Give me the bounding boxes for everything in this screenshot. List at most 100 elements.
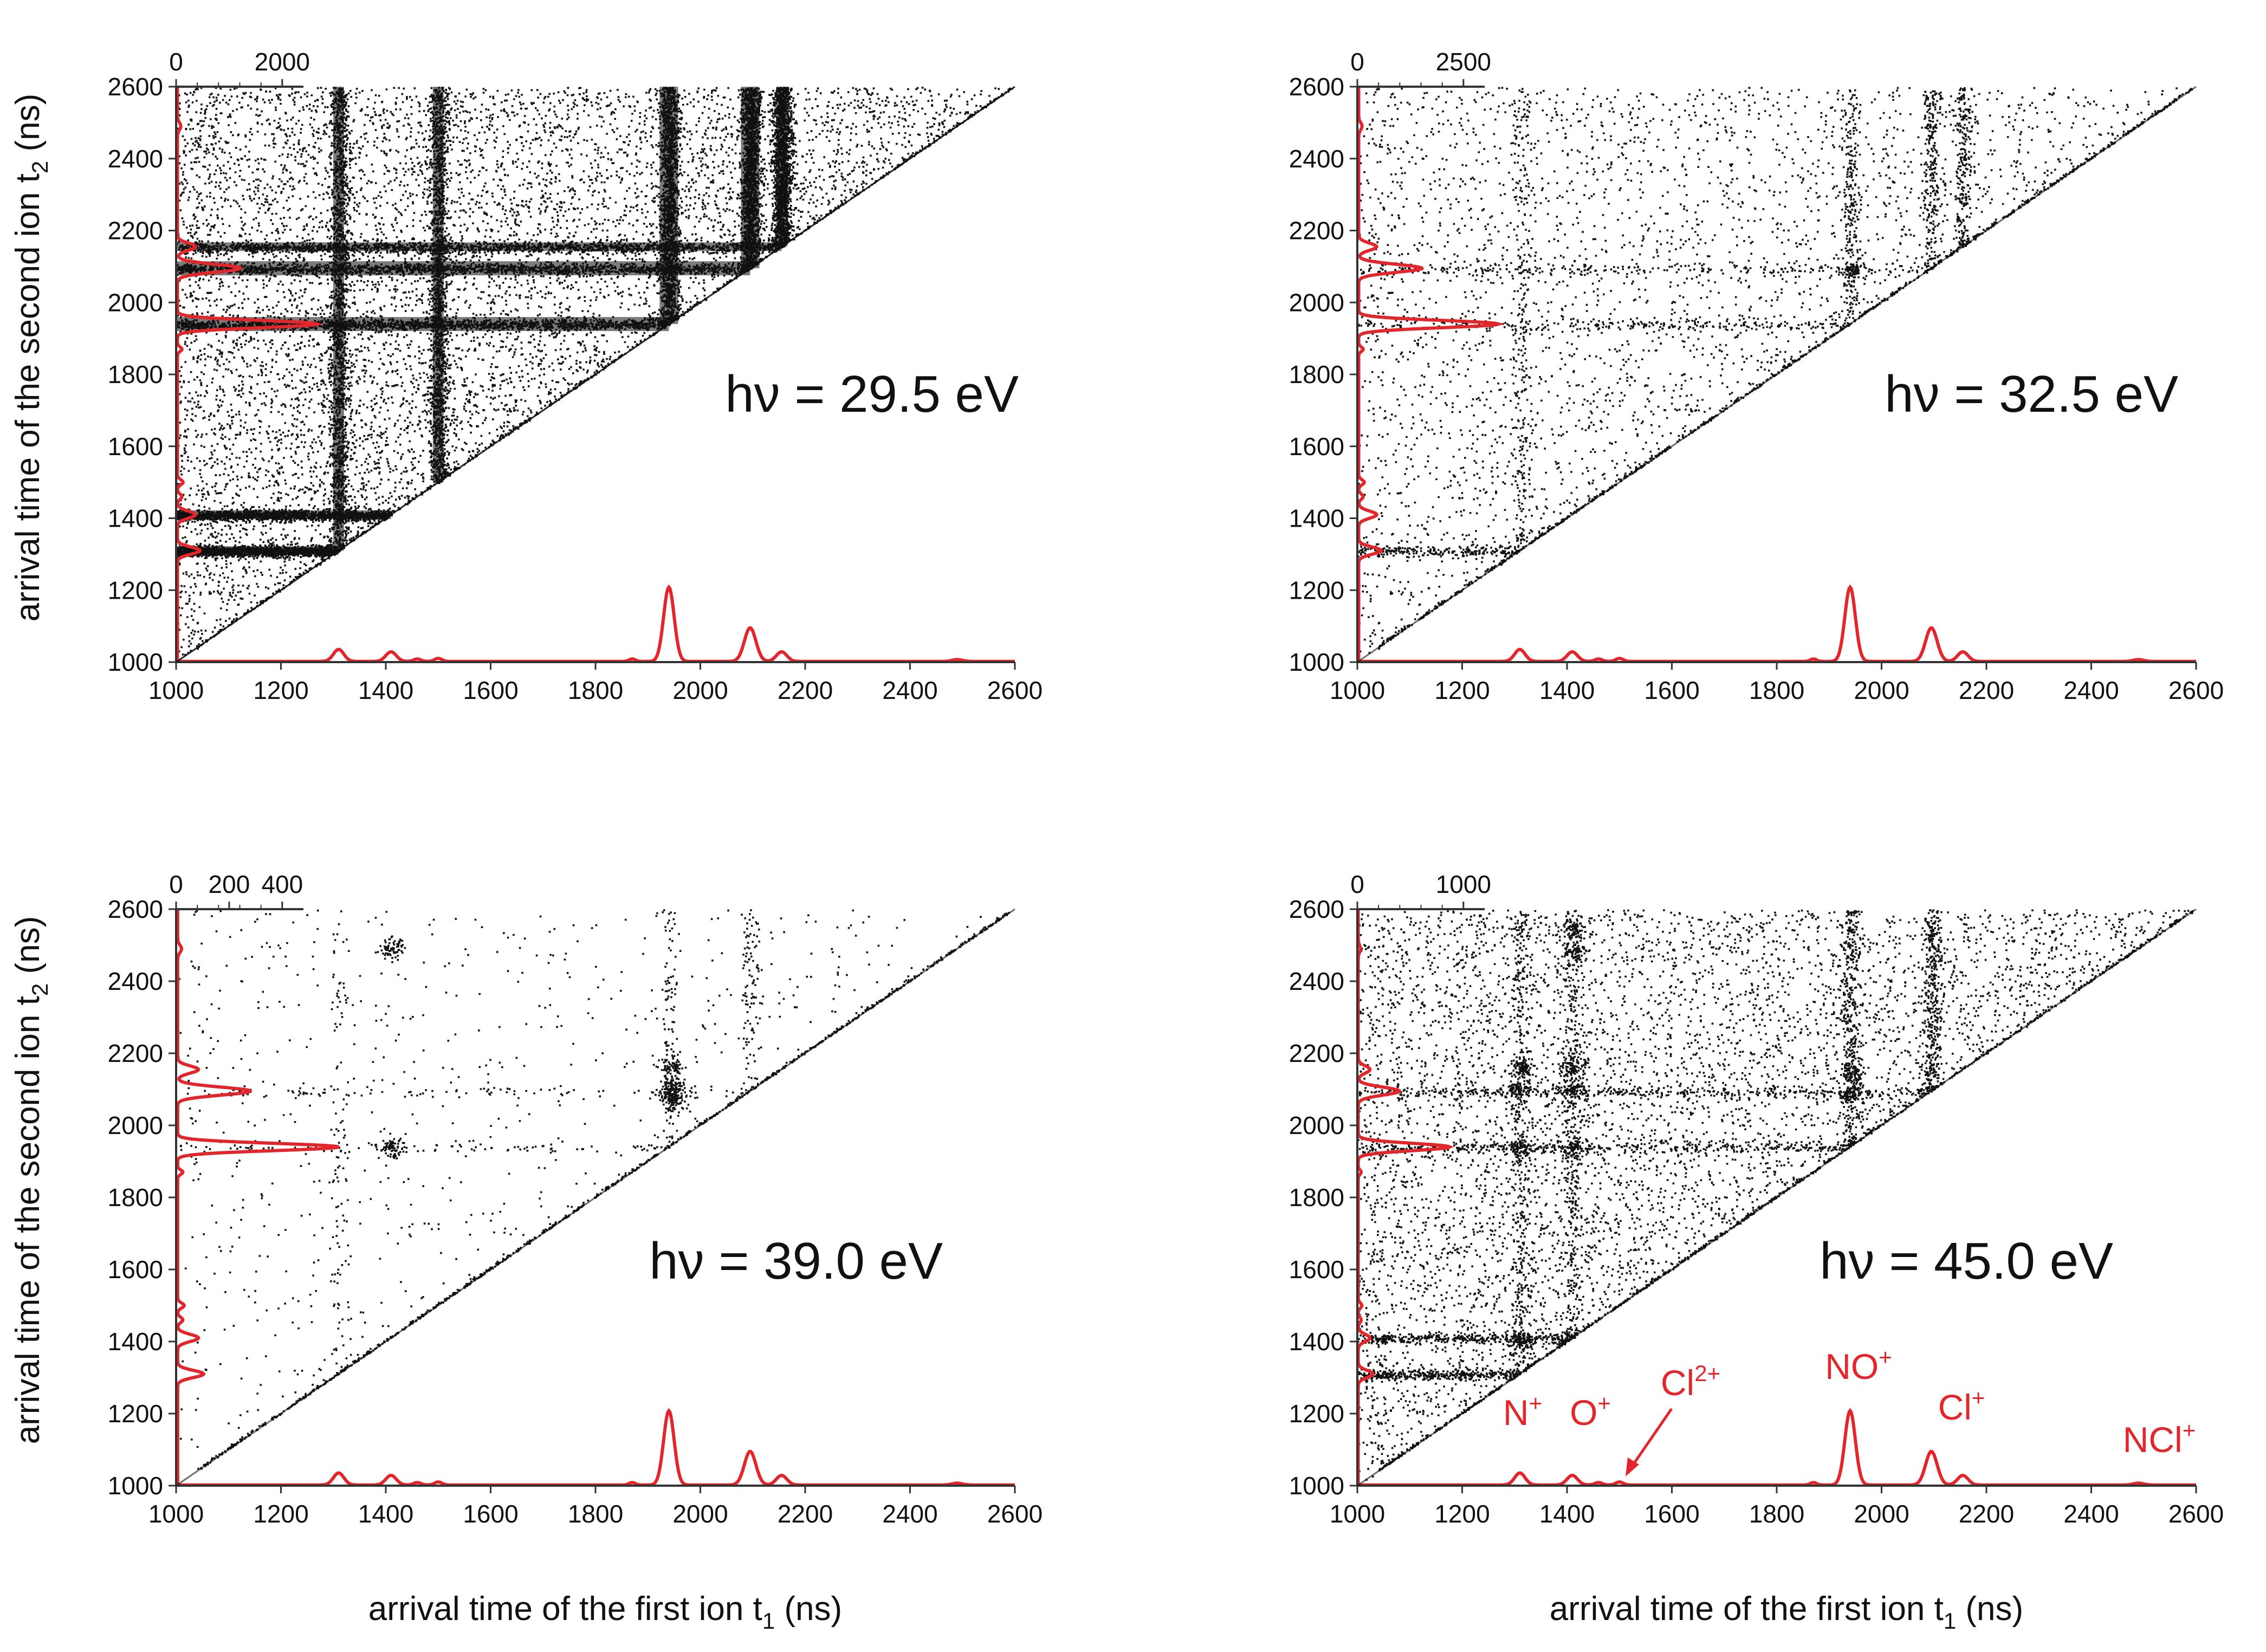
x-tick-label: 1400	[1539, 676, 1595, 704]
x-tick-label: 1400	[1539, 1500, 1595, 1528]
x-tick-label: 1200	[253, 676, 308, 704]
y-axis-title-bottom: arrival time of the second ion t2 (ns)	[9, 916, 53, 1444]
y-tick-label: 1200	[108, 576, 163, 604]
y-tick-label: 1600	[1289, 432, 1344, 461]
tof-spectrum-x	[1357, 584, 2196, 663]
y-tick-labels: 1000 1200 1400 1600 1800 2000 2200 2400 2600	[108, 73, 163, 676]
coincidence-band-horizontal	[176, 546, 339, 555]
x-tick-labels: 1000 1200 1400 1600 1800 2000 2200 2400 2600	[148, 676, 1043, 704]
y-tick-label: 1400	[108, 1327, 163, 1356]
coincidence-scatter	[176, 909, 1011, 1470]
axes	[1350, 79, 2197, 670]
y-tick-label: 1000	[108, 1472, 163, 1500]
x-tick-label: 2400	[882, 1500, 937, 1528]
x-tick-labels: 1000 1200 1400 1600 1800 2000 2200 2400 2600	[148, 1500, 1043, 1528]
top-tick-label: 200	[209, 870, 250, 898]
x-tick-label: 2400	[882, 676, 937, 704]
top-axis: 0 2000	[169, 48, 310, 76]
top-tick-label: 0	[169, 870, 183, 898]
x-tick-label: 2200	[1959, 1500, 2014, 1528]
cl2-arrow-head	[1626, 1457, 1639, 1476]
y-tick-label: 2200	[108, 217, 163, 245]
coincidence-band-vertical	[776, 87, 787, 247]
x-tick-label: 1200	[253, 1500, 308, 1528]
photon-energy-label: hν = 39.0 eV	[649, 1232, 943, 1290]
y-tick-label: 2200	[108, 1039, 163, 1067]
y-tick-label: 1000	[1289, 648, 1344, 676]
y-tick-label: 2400	[1289, 145, 1344, 173]
diagonal-line	[1357, 908, 2197, 1487]
coincidence-band-horizontal	[176, 510, 391, 519]
axes	[1350, 902, 2197, 1493]
panel-39-0-eV: 1000 1200 1400 1600 1800 2000 2200 2400 2600 100…	[108, 870, 1043, 1528]
y-tick-label: 2600	[1289, 895, 1344, 923]
top-tick-label: 1000	[1436, 870, 1491, 898]
x-tick-label: 1600	[463, 1500, 518, 1528]
coincidence-band-horizontal	[176, 242, 782, 251]
y-tick-label: 1600	[1289, 1255, 1344, 1284]
tof-spectrum-x	[176, 584, 1015, 663]
y-tick-labels: 1000 1200 1400 1600 1800 2000 2200 2400 2600	[1289, 895, 1344, 1500]
x-tick-label: 2000	[672, 676, 728, 704]
x-tick-label: 2200	[1959, 676, 2014, 704]
x-tick-label: 1200	[1434, 1500, 1490, 1528]
x-tick-label: 1000	[148, 1500, 204, 1528]
panel-45-0-eV: 1000 1200 1400 1600 1800 2000 2200 2400 2600 100…	[1289, 870, 2224, 1528]
top-tick-label: 0	[1350, 48, 1364, 76]
x-tick-label: 1000	[1330, 676, 1385, 704]
ion-label-NCl: NCl+	[2123, 1417, 2196, 1460]
photon-energy-label: hν = 45.0 eV	[1820, 1232, 2113, 1290]
diagonal-line	[176, 86, 1015, 663]
x-tick-label: 1600	[1644, 1500, 1699, 1528]
x-tick-label: 1000	[1330, 1500, 1385, 1528]
x-tick-label: 1400	[358, 1500, 413, 1528]
y-tick-labels: 1000 1200 1400 1600 1800 2000 2200 2400 2600	[108, 895, 163, 1500]
top-tick-label: 0	[169, 48, 183, 76]
x-tick-label: 1200	[1434, 676, 1490, 704]
y-tick-label: 2600	[1289, 73, 1344, 101]
y-tick-label: 2400	[108, 967, 163, 995]
x-tick-label: 2600	[2168, 1500, 2224, 1528]
x-tick-label: 1600	[463, 676, 518, 704]
photon-energy-label: hν = 32.5 eV	[1885, 365, 2178, 423]
coincidence-band-vertical	[659, 87, 678, 325]
y-tick-label: 2400	[1289, 967, 1344, 995]
scatter-points	[1357, 87, 2193, 654]
y-tick-label: 1400	[108, 504, 163, 533]
y-tick-label: 2000	[108, 288, 163, 316]
x-tick-label: 1800	[1749, 676, 1804, 704]
ion-label-O: O+	[1570, 1390, 1611, 1433]
x-tick-label: 2600	[2168, 676, 2224, 704]
top-axis: 0 200 400	[169, 870, 303, 898]
x-tick-label: 2400	[2063, 1500, 2119, 1528]
tof-spectrum-x	[176, 1408, 1015, 1487]
photon-energy-label: hν = 29.5 eV	[725, 365, 1019, 423]
y-tick-label: 2200	[1289, 1039, 1344, 1067]
tof-spectrum-y	[1356, 909, 1454, 1486]
y-tick-label: 2000	[108, 1111, 163, 1139]
x-tick-label: 2600	[987, 676, 1043, 704]
x-tick-labels: 1000 1200 1400 1600 1800 2000 2200 2400 2600	[1330, 1500, 2224, 1528]
top-tick-label: 0	[1350, 870, 1364, 898]
y-tick-label: 2000	[1289, 1111, 1344, 1139]
tof-spectrum-x	[1357, 1408, 2196, 1487]
y-tick-label: 2600	[108, 73, 163, 101]
y-tick-label: 1600	[108, 1255, 163, 1284]
tof-spectrum-y	[176, 909, 340, 1486]
top-tick-label: 400	[261, 870, 303, 898]
y-tick-label: 1200	[1289, 1400, 1344, 1428]
coincidence-scatter	[1357, 909, 2194, 1481]
y-axis-title-top: arrival time of the second ion t2 (ns)	[9, 94, 53, 621]
y-tick-label: 1800	[1289, 360, 1344, 388]
y-tick-label: 2200	[1289, 217, 1344, 245]
y-tick-label: 1600	[108, 432, 163, 461]
x-tick-label: 2200	[778, 1500, 833, 1528]
x-tick-labels: 1000 1200 1400 1600 1800 2000 2200 2400 2600	[1330, 676, 2224, 704]
y-tick-label: 1800	[108, 1183, 163, 1212]
tof-spectrum-y	[1357, 87, 1505, 662]
ion-label-Cl2: Cl2+	[1661, 1361, 1720, 1403]
ion-labels: N+ O+ Cl2+ NO+ Cl+ NCl+	[1503, 1344, 2196, 1476]
x-axis-title-left: arrival time of the first ion t1 (ns)	[368, 1590, 842, 1634]
diagonal-line	[1357, 86, 2197, 663]
